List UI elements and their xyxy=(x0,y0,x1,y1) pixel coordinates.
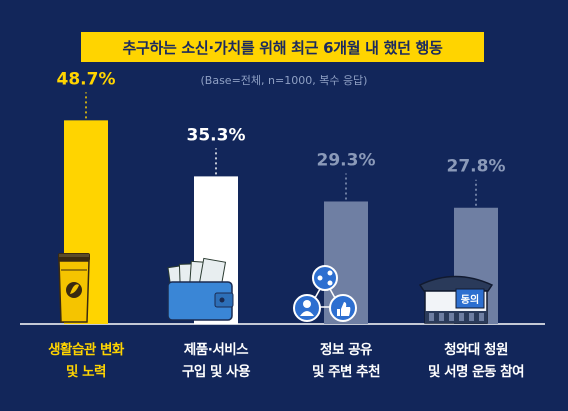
title-box: 추구하는 소신·가치를 위해 최근 6개월 내 했던 행동 xyxy=(81,32,484,62)
value-label-1: 48.7% xyxy=(57,69,116,89)
category-label-line: 생활습관 변화 xyxy=(48,342,124,358)
value-label-3: 29.3% xyxy=(317,150,376,170)
tumbler-icon xyxy=(58,253,90,323)
chart-title: 추구하는 소신·가치를 위해 최근 6개월 내 했던 행동 xyxy=(122,38,443,57)
petition-building-icon: 동의 xyxy=(418,275,494,324)
social-share-icon xyxy=(293,265,357,322)
category-label-line: 구입 및 사용 xyxy=(182,364,251,380)
category-label-line: 제품·서비스 xyxy=(183,342,249,358)
category-label-line: 및 노력 xyxy=(66,364,106,380)
wallet-money-icon xyxy=(167,257,234,321)
category-label-line: 청와대 청원 xyxy=(444,342,508,358)
chart-subtitle: (Base=전체, n=1000, 복수 응답) xyxy=(200,74,368,87)
category-label-line: 정보 공유 xyxy=(320,342,372,358)
value-label-2: 35.3% xyxy=(187,125,246,145)
badge-text: 동의 xyxy=(461,293,479,306)
category-label-line: 및 서명 운동 참여 xyxy=(427,364,525,380)
category-label-line: 및 주변 추천 xyxy=(312,364,381,380)
value-label-4: 27.8% xyxy=(447,157,506,177)
